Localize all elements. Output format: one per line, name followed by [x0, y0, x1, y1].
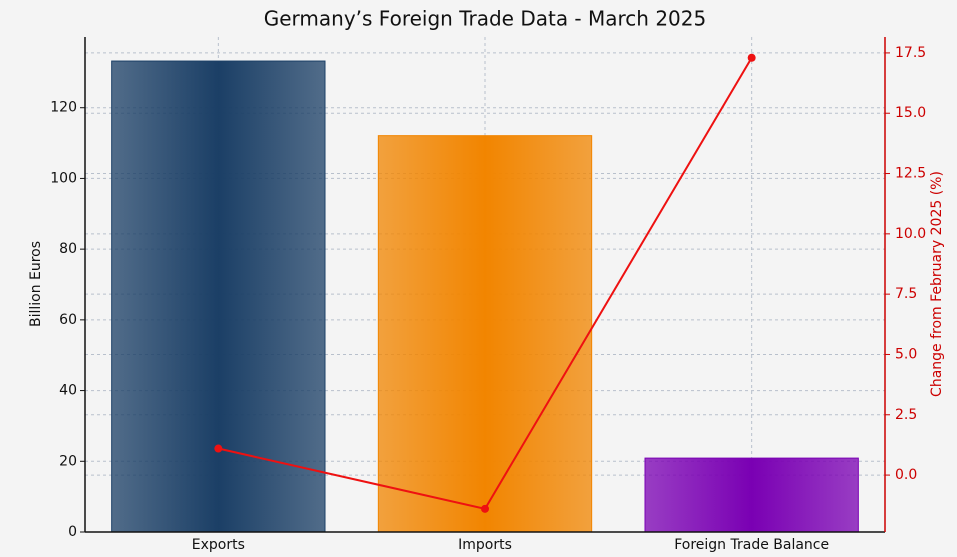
line-point: [747, 53, 756, 62]
y-tick-label: 0: [68, 524, 77, 540]
bar: [377, 135, 593, 533]
y2-tick-label: 5.0: [895, 346, 917, 362]
y2-tick-label: 7.5: [895, 286, 917, 302]
line-point: [481, 504, 489, 513]
y2-tick-label: 17.5: [895, 45, 926, 61]
y-tick-label: 100: [50, 170, 77, 186]
chart-title: Germany’s Foreign Trade Data - March 202…: [264, 7, 706, 31]
y-tick-label: 120: [50, 100, 77, 116]
y-tick-label: 80: [59, 241, 77, 257]
y-axis-label: Billion Euros: [28, 241, 44, 327]
line-point: [214, 444, 223, 453]
y-tick-label: 60: [59, 312, 77, 328]
y2-tick-label: 2.5: [895, 407, 917, 423]
y2-axis-label: Change from February 2025 (%): [929, 171, 945, 397]
y2-tick-label: 10.0: [895, 226, 926, 242]
y-tick-label: 40: [59, 383, 77, 399]
bar: [644, 457, 859, 533]
y2-tick-label: 12.5: [895, 166, 926, 182]
y-tick-label: 20: [59, 453, 77, 469]
x-tick-label: Imports: [458, 537, 512, 553]
x-tick-label: Foreign Trade Balance: [674, 537, 829, 553]
y2-tick-label: 15.0: [895, 105, 926, 121]
x-tick-label: Exports: [192, 537, 245, 553]
bar: [111, 60, 326, 533]
y2-tick-label: 0.0: [895, 467, 917, 483]
